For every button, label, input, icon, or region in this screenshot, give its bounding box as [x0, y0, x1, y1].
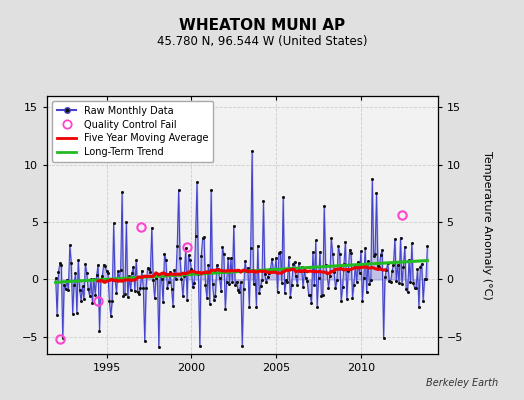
- Legend: Raw Monthly Data, Quality Control Fail, Five Year Moving Average, Long-Term Tren: Raw Monthly Data, Quality Control Fail, …: [52, 101, 213, 162]
- Y-axis label: Temperature Anomaly (°C): Temperature Anomaly (°C): [483, 151, 493, 299]
- Text: 45.780 N, 96.544 W (United States): 45.780 N, 96.544 W (United States): [157, 36, 367, 48]
- Text: WHEATON MUNI AP: WHEATON MUNI AP: [179, 18, 345, 34]
- Text: Berkeley Earth: Berkeley Earth: [425, 378, 498, 388]
